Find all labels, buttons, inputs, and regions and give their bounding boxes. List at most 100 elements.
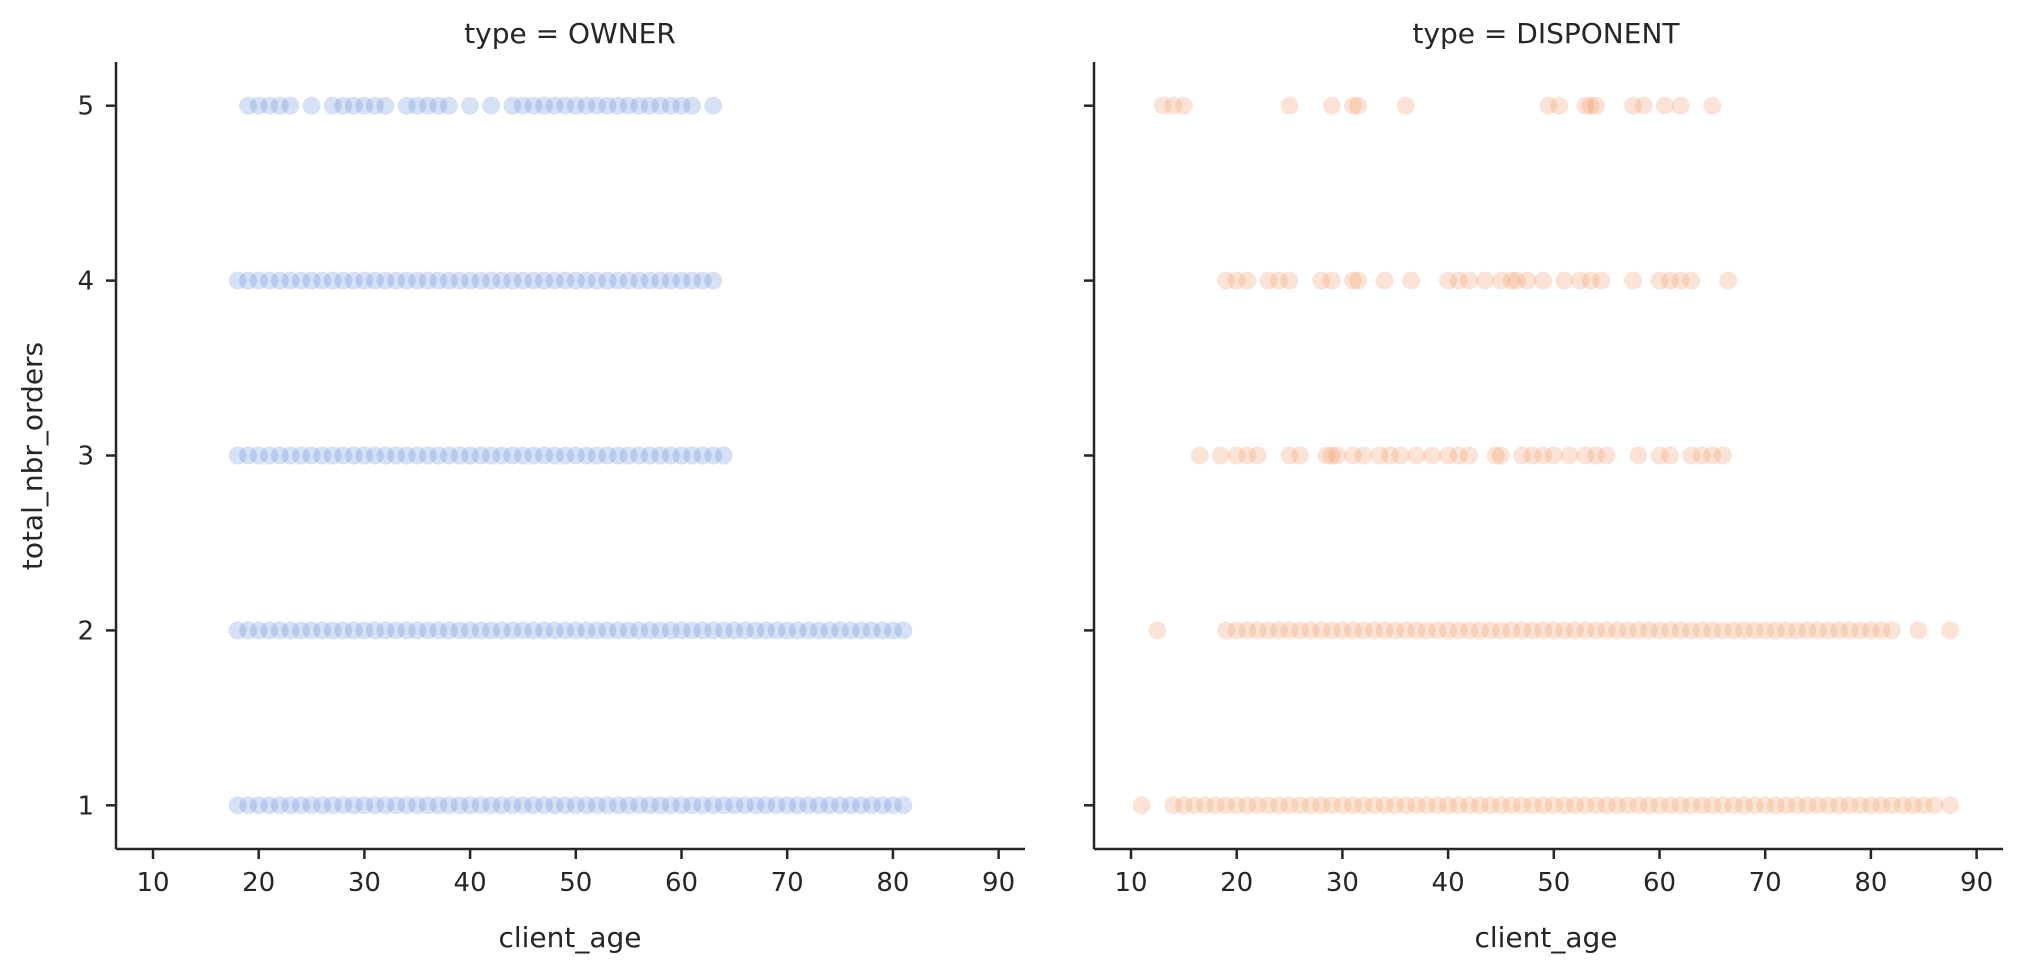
scatter-point <box>609 621 628 640</box>
scatter-point <box>1851 621 1870 640</box>
scatter-point <box>461 796 480 815</box>
scatter-point <box>1581 96 1600 115</box>
scatter-point <box>1798 621 1817 640</box>
scatter-point <box>1174 796 1193 815</box>
scatter-point <box>587 96 606 115</box>
scatter-point <box>1344 271 1362 290</box>
scatter-point <box>820 796 839 815</box>
scatter-point <box>439 796 458 815</box>
scatter-point <box>1396 96 1415 115</box>
scatter-point <box>1523 446 1542 465</box>
scatter-point <box>323 446 342 465</box>
scatter-point <box>735 621 754 640</box>
scatter-point <box>1671 96 1690 115</box>
scatter-point <box>1650 271 1669 290</box>
scatter-point <box>323 621 342 640</box>
scatter-point <box>429 96 448 115</box>
scatter-point <box>302 446 321 465</box>
scatter-point <box>1587 621 1606 640</box>
scatter-point <box>1941 796 1960 815</box>
scatter-point <box>545 271 564 290</box>
x-tick-label: 50 <box>559 868 592 898</box>
scatter-point <box>355 96 374 115</box>
scatter-point <box>587 446 606 465</box>
scatter-point <box>1132 796 1151 815</box>
scatter-point <box>429 271 448 290</box>
scatter-point <box>1703 796 1722 815</box>
scatter-point <box>1349 271 1368 290</box>
scatter-point <box>1217 621 1236 640</box>
x-tick-label: 70 <box>1749 868 1782 898</box>
scatter-point <box>260 271 279 290</box>
scatter-point <box>1491 796 1510 815</box>
scatter-point <box>725 796 744 815</box>
scatter-point <box>1270 621 1288 640</box>
scatter-point <box>1312 796 1331 815</box>
scatter-point <box>1523 796 1542 815</box>
scatter-point <box>492 446 511 465</box>
scatter-point <box>1449 446 1468 465</box>
scatter-point <box>535 621 554 640</box>
panel-disponent-title: type = DISPONENT <box>1412 17 1680 50</box>
scatter-point <box>852 796 871 815</box>
scatter-point <box>260 446 279 465</box>
scatter-point <box>693 446 712 465</box>
scatter-point <box>1608 621 1627 640</box>
scatter-point <box>1248 796 1267 815</box>
scatter-point <box>1883 621 1901 640</box>
scatter-point <box>1756 796 1775 815</box>
scatter-point <box>397 96 416 115</box>
scatter-point <box>1893 796 1912 815</box>
scatter-point <box>450 621 469 640</box>
scatter-point <box>524 446 543 465</box>
scatter-point <box>841 621 860 640</box>
scatter-point <box>344 446 363 465</box>
scatter-point <box>1692 446 1711 465</box>
scatter-point <box>672 621 691 640</box>
scatter-point <box>1439 446 1458 465</box>
scatter-point <box>1661 796 1680 815</box>
scatter-point <box>260 796 279 815</box>
scatter-point <box>1481 796 1500 815</box>
scatter-point <box>1344 446 1362 465</box>
scatter-point <box>1523 621 1542 640</box>
scatter-point <box>1840 621 1859 640</box>
scatter-point <box>1333 796 1352 815</box>
scatter-point <box>1428 796 1447 815</box>
scatter-point <box>1491 271 1510 290</box>
scatter-point <box>260 621 279 640</box>
x-tick-label: 10 <box>1114 868 1147 898</box>
scatter-point <box>609 796 628 815</box>
scatter-point <box>1322 271 1341 290</box>
scatter-point <box>640 621 659 640</box>
scatter-point <box>1164 96 1183 115</box>
scatter-point <box>1270 796 1288 815</box>
scatter-point <box>239 621 258 640</box>
scatter-point <box>672 446 691 465</box>
scatter-point <box>1396 621 1415 640</box>
scatter-point <box>587 271 606 290</box>
scatter-point <box>788 796 807 815</box>
scatter-point <box>376 796 395 815</box>
scatter-point <box>1460 271 1479 290</box>
scatter-point <box>1745 621 1764 640</box>
scatter-point <box>1491 621 1510 640</box>
scatter-point <box>1692 621 1711 640</box>
scatter-point <box>661 271 680 290</box>
scatter-point <box>1861 796 1880 815</box>
scatter-point <box>640 796 659 815</box>
scatter-point <box>640 446 659 465</box>
scatter-point <box>1914 796 1933 815</box>
scatter-point <box>1587 796 1606 815</box>
scatter-point <box>1507 271 1526 290</box>
scatter-point <box>1745 796 1764 815</box>
scatter-point <box>1211 446 1230 465</box>
x-tick-label: 10 <box>136 868 169 898</box>
scatter-point <box>513 796 532 815</box>
scatter-point <box>1227 796 1246 815</box>
x-tick-label: 80 <box>876 868 909 898</box>
scatter-point <box>1703 621 1722 640</box>
scatter-point <box>1650 446 1669 465</box>
scatter-point <box>1555 621 1574 640</box>
scatter-point <box>471 446 490 465</box>
